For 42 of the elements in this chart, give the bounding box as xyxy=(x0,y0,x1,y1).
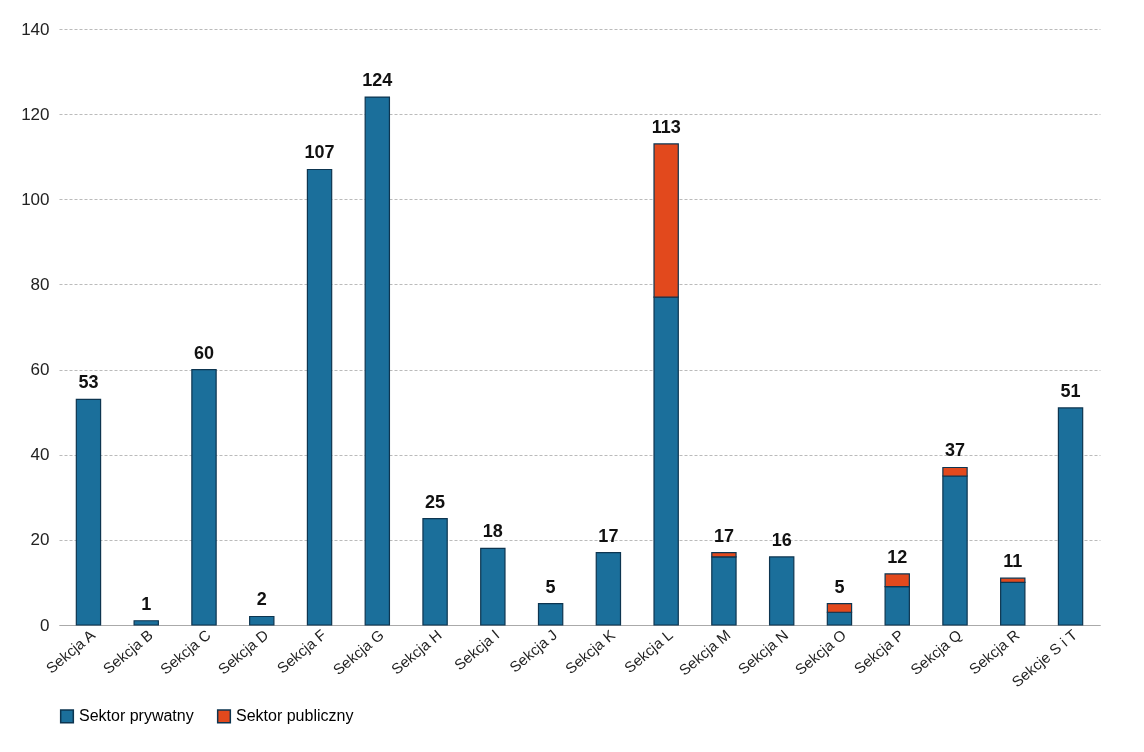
total-label: 5 xyxy=(545,576,556,597)
bar xyxy=(480,547,506,626)
bar xyxy=(364,96,391,626)
bar xyxy=(422,517,448,626)
total-label: 1 xyxy=(141,593,152,614)
total-label: 60 xyxy=(193,342,215,363)
y-tick-label: 140 xyxy=(21,19,50,39)
total-label: 53 xyxy=(78,372,99,393)
total-label: 25 xyxy=(425,491,446,512)
total-label: 17 xyxy=(598,525,619,546)
total-label: 37 xyxy=(944,440,966,461)
bar xyxy=(768,556,795,626)
total-label: 124 xyxy=(362,70,393,91)
bar xyxy=(306,168,333,626)
bar xyxy=(537,603,564,626)
bar xyxy=(595,552,622,626)
y-tick-label: 0 xyxy=(40,615,50,635)
total-label: 113 xyxy=(651,116,681,137)
y-tick-label: 40 xyxy=(30,445,50,465)
bar xyxy=(191,368,217,626)
bar xyxy=(75,398,102,626)
bar xyxy=(1000,581,1026,626)
total-label: 16 xyxy=(771,529,792,550)
total-label: 17 xyxy=(713,525,734,546)
total-label: 11 xyxy=(1003,551,1023,572)
bar xyxy=(1057,407,1084,626)
y-tick-label: 60 xyxy=(30,360,50,380)
y-tick-label: 80 xyxy=(30,274,50,294)
bar xyxy=(711,556,737,626)
bar xyxy=(249,615,275,626)
total-label: 107 xyxy=(304,142,335,163)
total-label: 18 xyxy=(482,521,503,542)
y-tick-label: 100 xyxy=(21,189,50,209)
bar xyxy=(133,620,159,626)
total-label: 5 xyxy=(834,576,845,597)
legend-label: Sektor prywatny xyxy=(79,707,194,725)
y-tick-label: 120 xyxy=(21,104,50,124)
legend-label: Sektor publiczny xyxy=(236,707,354,725)
total-label: 51 xyxy=(1060,380,1081,401)
y-tick-label: 20 xyxy=(30,530,50,550)
total-label: 12 xyxy=(887,546,908,567)
total-label: 2 xyxy=(256,589,267,610)
